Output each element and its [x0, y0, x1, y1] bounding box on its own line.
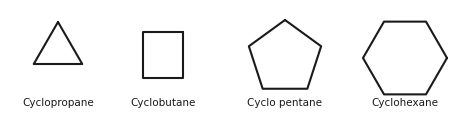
Text: Cyclohexane: Cyclohexane: [372, 98, 438, 108]
Text: Cyclo pentane: Cyclo pentane: [247, 98, 322, 108]
Text: Cyclobutane: Cyclobutane: [130, 98, 196, 108]
Text: Cyclopropane: Cyclopropane: [22, 98, 94, 108]
